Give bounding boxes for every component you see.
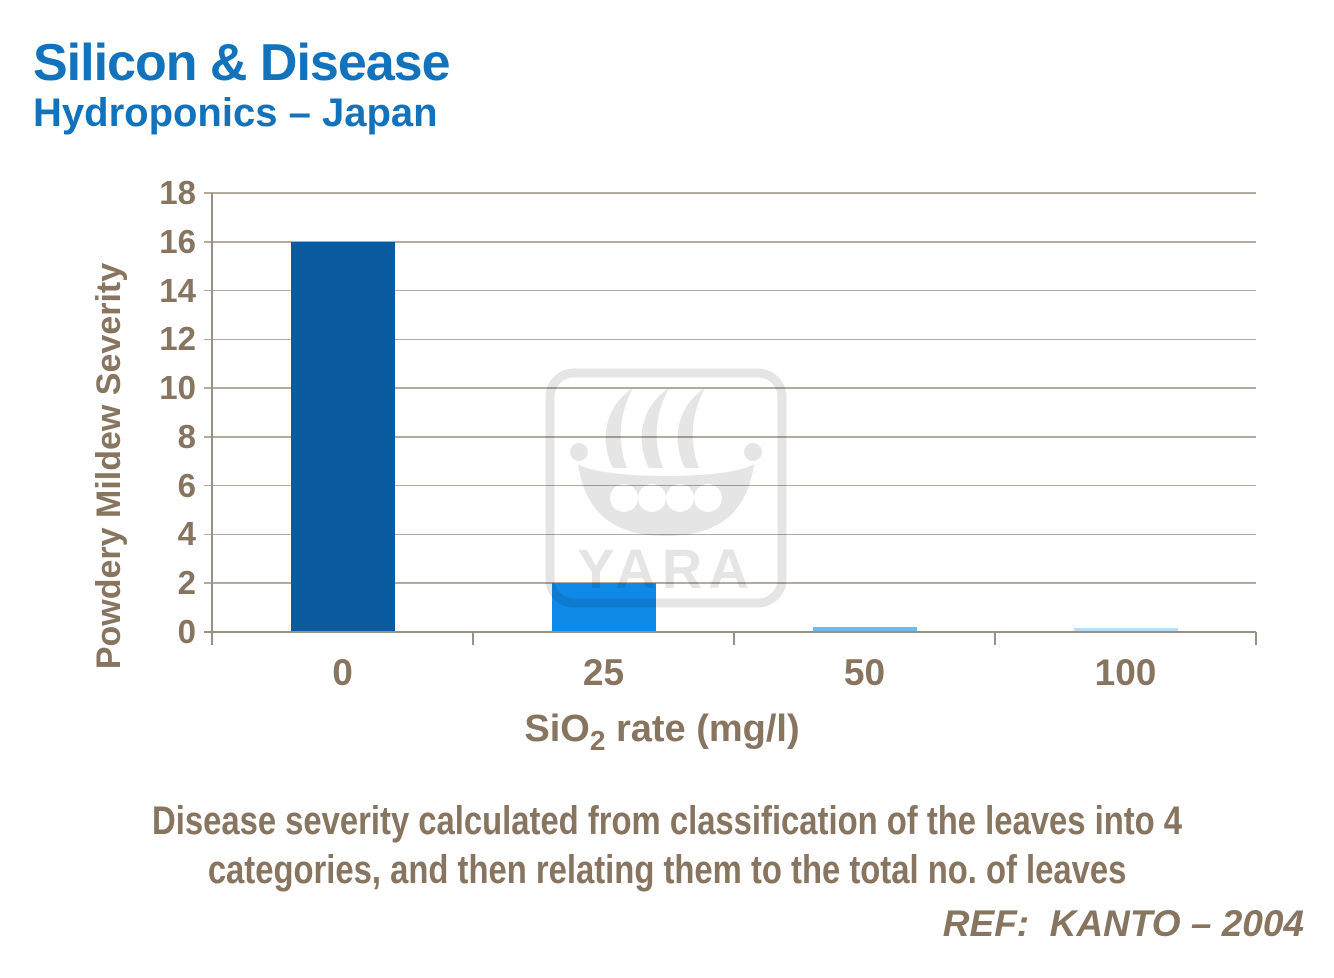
y-tick-label: 16 — [159, 222, 196, 260]
gridline — [204, 387, 1256, 389]
slide-subtitle: Hydroponics – Japan — [33, 91, 438, 135]
caption-line-2-text: categories, and then relating them to th… — [207, 848, 1127, 892]
caption-line-1-text: Disease severity calculated from classif… — [152, 799, 1182, 843]
x-tick-label: 25 — [582, 652, 625, 693]
x-axis-tick — [472, 632, 474, 645]
watermark-frame — [545, 368, 787, 608]
gridline — [204, 533, 1256, 536]
viking-ship-icon — [570, 388, 762, 536]
watermark-brand-text: YARA — [577, 537, 755, 600]
y-axis-title: Powdery Mildew Severity — [90, 262, 128, 670]
y-tick-label: 4 — [177, 515, 196, 553]
y-tick-label: 8 — [177, 417, 196, 455]
x-axis-title-main: SiO — [524, 708, 590, 750]
bar-0 — [290, 241, 395, 632]
gridline — [204, 241, 1256, 243]
chart-caption: Disease severity calculated from classif… — [0, 797, 1334, 895]
y-tick-label: 2 — [177, 564, 196, 602]
bar-100 — [1073, 628, 1178, 632]
yara-watermark: YARA — [545, 368, 787, 608]
x-axis-tick — [1255, 632, 1257, 645]
caption-line-1: Disease severity calculated from classif… — [0, 797, 1334, 846]
x-axis-tick — [733, 632, 735, 645]
y-tick-label: 18 — [159, 174, 196, 211]
caption-line-2: categories, and then relating them to th… — [0, 846, 1334, 895]
bar-25 — [551, 583, 656, 632]
x-tick-label: 50 — [843, 652, 886, 693]
x-axis-line — [204, 631, 1256, 633]
bar-50 — [812, 627, 917, 632]
y-tick-label: 12 — [159, 320, 196, 358]
slide-title: Silicon & Disease — [33, 34, 451, 92]
y-tick-label: 14 — [159, 271, 196, 309]
x-axis-title-rest: rate (mg/l) — [605, 708, 800, 750]
x-tick-label: 100 — [1094, 652, 1157, 693]
y-tick-label: 0 — [177, 613, 196, 650]
x-axis-title-subscript: 2 — [589, 725, 606, 756]
gridline — [204, 436, 1256, 438]
x-axis-tick — [994, 632, 996, 645]
y-tick-label: 10 — [159, 369, 196, 407]
gridline — [204, 289, 1256, 292]
x-axis-title: SiO2 rate (mg/l) — [362, 708, 962, 757]
y-tick-label: 6 — [177, 466, 196, 504]
y-axis-line — [211, 193, 213, 645]
reference-text: REF: KANTO – 2004 — [942, 903, 1304, 944]
gridline — [204, 192, 1256, 194]
gridline — [204, 338, 1256, 341]
x-tick-label: 0 — [332, 652, 353, 693]
gridline — [204, 582, 1256, 584]
